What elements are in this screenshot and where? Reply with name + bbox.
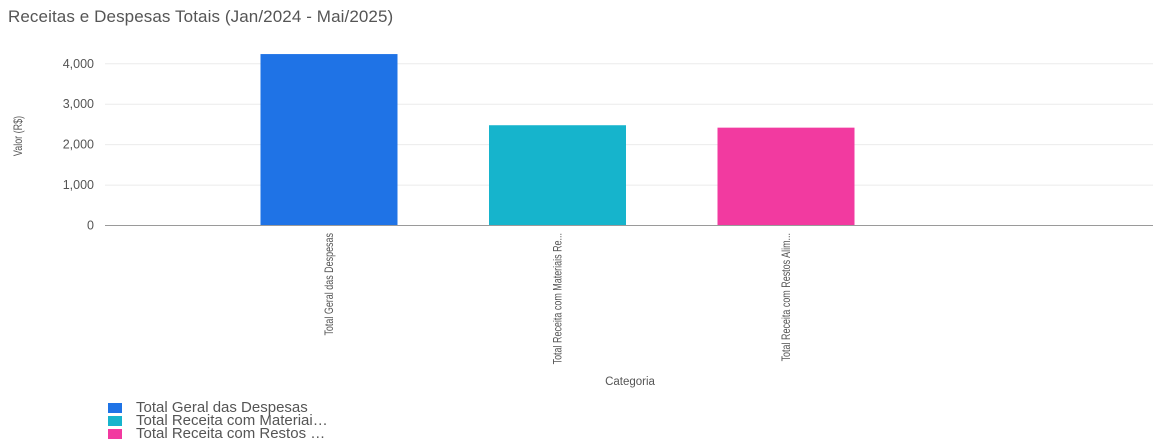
bar bbox=[717, 127, 855, 226]
legend-swatch-despesas bbox=[108, 402, 122, 413]
y-tick-label: 4,000 bbox=[63, 57, 94, 71]
legend-item-materiais[interactable]: Total Receita com Materiai… bbox=[108, 412, 328, 429]
x-tick-label: Total Geral das Despesas bbox=[324, 233, 336, 336]
legend-label-materiais: Total Receita com Materiai… bbox=[136, 412, 328, 429]
legend: Total Geral das Despesas Total Receita c… bbox=[108, 399, 328, 442]
y-tick-label: 2,000 bbox=[63, 138, 94, 152]
bar bbox=[489, 125, 626, 226]
legend-item-despesas[interactable]: Total Geral das Despesas bbox=[108, 399, 328, 416]
chart-title: Receitas e Despesas Totais (Jan/2024 - M… bbox=[8, 7, 394, 26]
y-tick-label: 0 bbox=[87, 219, 94, 233]
x-axis-label: Categoria bbox=[605, 376, 655, 388]
legend-label-restos: Total Receita com Restos … bbox=[136, 425, 326, 442]
legend-item-restos[interactable]: Total Receita com Restos … bbox=[108, 425, 328, 442]
y-tick-label: 3,000 bbox=[63, 97, 94, 111]
legend-swatch-restos bbox=[108, 428, 122, 439]
x-tick-label: Total Receita com Restos Alim... bbox=[781, 233, 793, 361]
y-axis-label: Valor (R$) bbox=[13, 116, 25, 156]
x-tick-label: Total Receita com Materiais Re... bbox=[553, 233, 565, 364]
legend-swatch-materiais bbox=[108, 415, 122, 426]
y-tick-label: 1,000 bbox=[63, 178, 94, 192]
legend-label-despesas: Total Geral das Despesas bbox=[136, 399, 308, 416]
bar bbox=[260, 54, 398, 226]
